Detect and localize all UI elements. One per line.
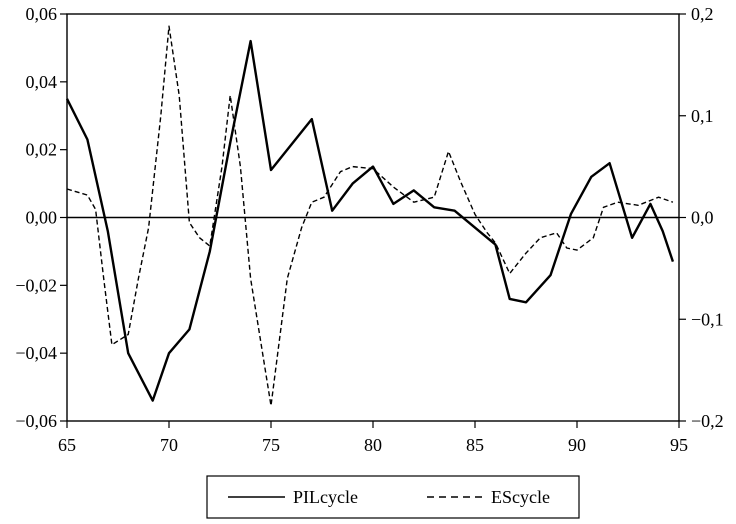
y-left-tick-label: 0,06 [26, 4, 58, 24]
y-right-tick-label: −0,2 [691, 411, 724, 431]
y-left-tick-label: 0,02 [26, 140, 58, 160]
legend-label-escycle: EScycle [491, 487, 550, 507]
x-tick-label: 80 [364, 435, 382, 455]
series-line-escycle [66, 25, 674, 407]
legend-label-pilcycle: PILcycle [293, 487, 358, 507]
x-tick-label: 70 [160, 435, 178, 455]
y-right-tick-label: 0,2 [691, 4, 714, 24]
y-left-tick-label: 0,04 [26, 72, 58, 92]
y-left-tick-label: −0,06 [15, 411, 57, 431]
series-layer [65, 25, 675, 407]
y-left-tick-label: −0,02 [15, 275, 57, 295]
x-tick-label: 95 [670, 435, 688, 455]
y-left-tick-label: 0,00 [26, 208, 58, 228]
x-tick-label: 75 [262, 435, 280, 455]
y-right-tick-label: 0,0 [691, 208, 714, 228]
x-tick-label: 85 [466, 435, 484, 455]
series-line-pilcycle [65, 39, 675, 402]
y-right-tick-label: −0,1 [691, 309, 724, 329]
axes-layer: 65 70 75 80 85 90 95 0,06 0,04 0,02 0,00 −0,02 −0,04… [15, 4, 723, 455]
y-right-tick-label: 0,1 [691, 106, 714, 126]
x-tick-label: 65 [58, 435, 76, 455]
legend: PILcycle EScycle [206, 475, 580, 519]
x-tick-label: 90 [568, 435, 586, 455]
y-left-tick-label: −0,04 [15, 343, 57, 363]
